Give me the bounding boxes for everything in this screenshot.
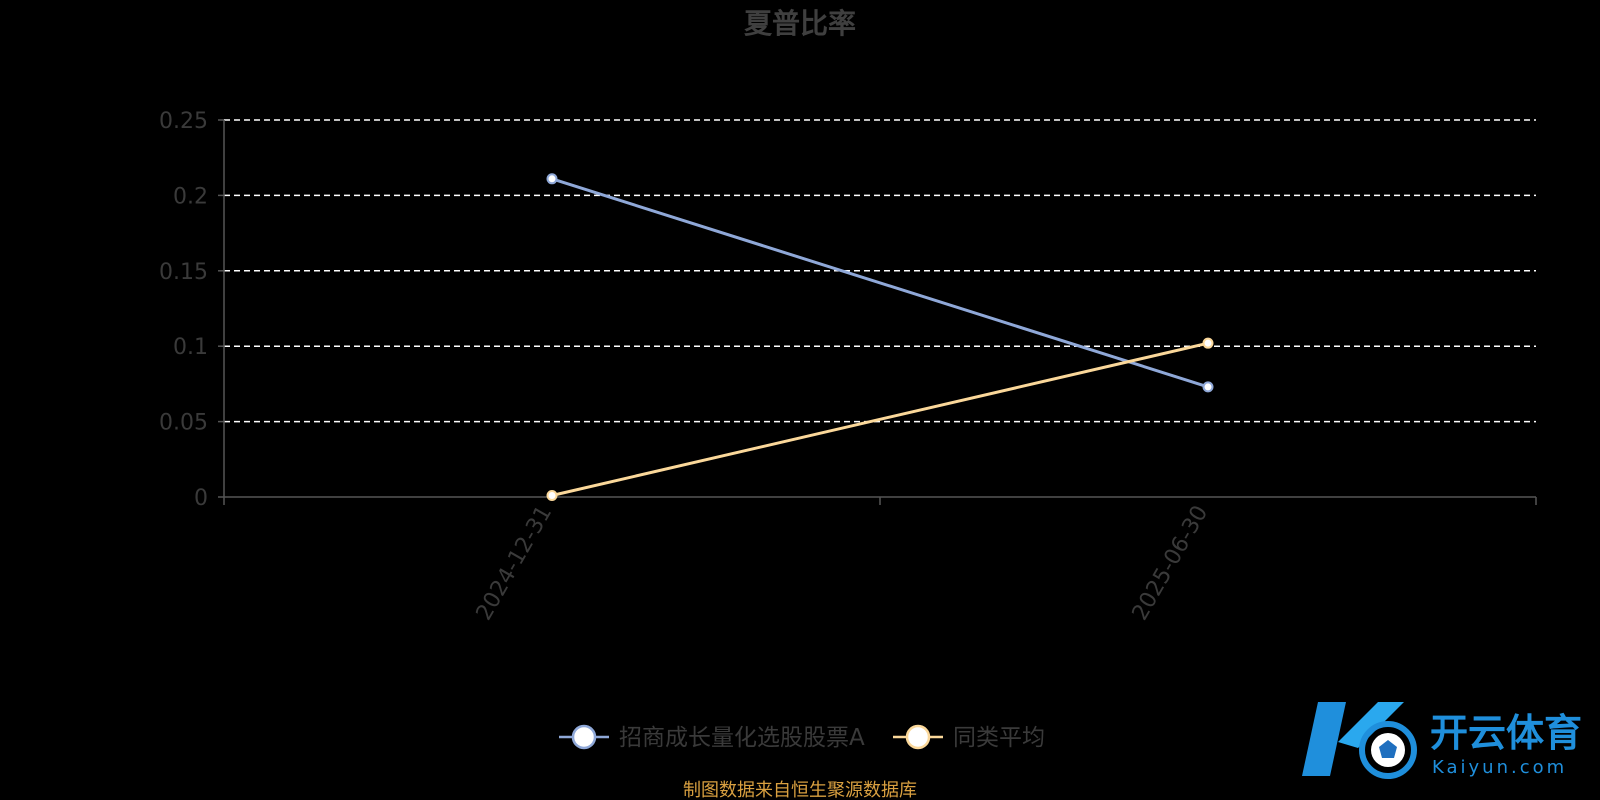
legend-label-0[interactable]: 招商成长量化选股股票A	[619, 725, 865, 751]
legend-swatch-marker-1[interactable]	[905, 724, 931, 750]
logo-k-icon	[1302, 702, 1417, 779]
y-tick-label-4: 0.2	[173, 184, 208, 209]
brand-en: Kaiyun.com	[1432, 757, 1567, 778]
series-0-point-0[interactable]	[546, 173, 558, 185]
kaiyun-watermark-logo: 开云体育 Kaiyun.com	[1302, 702, 1582, 779]
legend: 招商成长量化选股股票A 同类平均	[559, 724, 1045, 751]
legend-label-1[interactable]: 同类平均	[953, 725, 1045, 751]
series-lines	[546, 173, 1214, 501]
y-tick-label-5: 0.25	[159, 109, 208, 134]
series-1-point-1[interactable]	[1202, 337, 1214, 349]
gridlines	[224, 119, 1536, 423]
series-0-point-1[interactable]	[1202, 381, 1214, 393]
y-tick-label-2: 0.1	[173, 335, 208, 360]
y-tick-label-0: 0	[194, 486, 208, 511]
chart-title: 夏普比率	[744, 7, 856, 40]
y-tick-label-3: 0.15	[159, 260, 208, 285]
x-tick-label-1: 2025-06-30	[1128, 502, 1214, 625]
y-tick-label-1: 0.05	[159, 411, 208, 436]
series-line-0	[551, 177, 1209, 389]
x-tick-label-0: 2024-12-31	[472, 502, 558, 625]
series-line-1	[551, 341, 1209, 497]
series-1-point-0[interactable]	[546, 489, 558, 501]
legend-swatch-marker-0[interactable]	[571, 724, 597, 750]
source-note: 制图数据来自恒生聚源数据库	[683, 780, 917, 800]
brand-cn: 开云体育	[1430, 711, 1582, 755]
axes: 0 0.05 0.1 0.15 0.2 0.25 2024-12-31 2025-06-30	[159, 109, 1537, 625]
